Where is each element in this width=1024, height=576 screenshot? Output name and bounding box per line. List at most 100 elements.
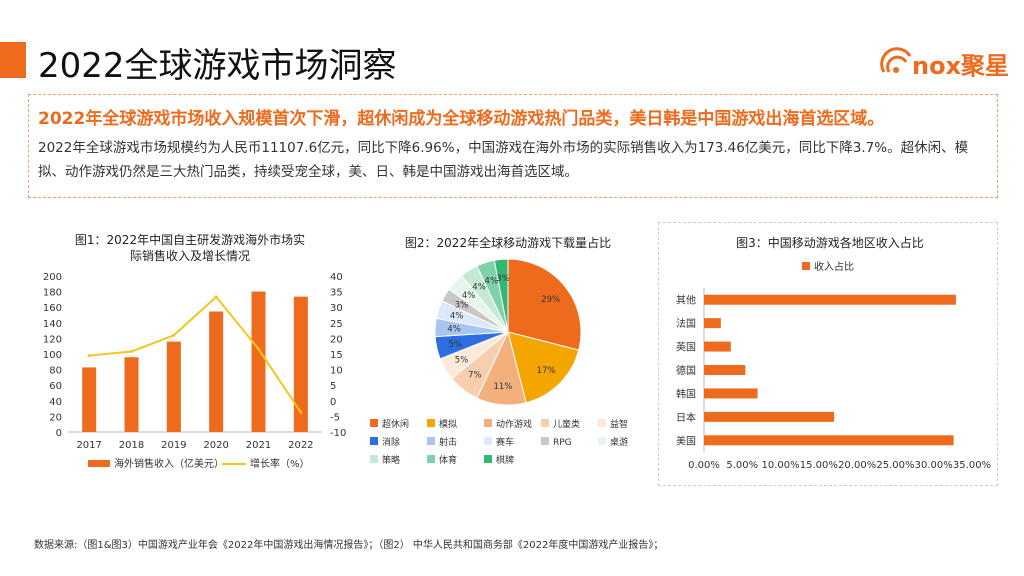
y-tick-label: 其他 — [676, 294, 696, 307]
pie-slice-label: 4% — [462, 291, 476, 301]
legend-label-bars: 海外销售收入（亿美元） — [114, 457, 224, 470]
legend-label: 桌游 — [610, 436, 628, 448]
legend-swatch-bars — [88, 460, 110, 467]
legend-label: 棋牌 — [496, 454, 514, 466]
page-title: 2022全球游戏市场洞察 — [38, 46, 397, 86]
y-tick-label: 日本 — [676, 411, 696, 424]
x-tick-label: 2019 — [161, 440, 186, 451]
y-right-tick-label: 25 — [330, 319, 343, 330]
hbar — [704, 365, 746, 375]
x-tick-label: 2017 — [76, 440, 101, 451]
chart3-title: 图3：中国移动游戏各地区收入占比 — [736, 236, 924, 250]
y-right-tick-label: 5 — [330, 381, 336, 392]
y-left-tick-label: 140 — [43, 319, 62, 330]
legend-swatch — [541, 419, 549, 427]
legend-swatch — [427, 437, 435, 445]
logo-wordmark: nox聚星 — [912, 52, 1010, 80]
x-tick-label: 2018 — [119, 440, 144, 451]
x-tick-label: 0.00% — [688, 460, 720, 471]
legend-swatch — [370, 437, 378, 445]
legend-swatch — [370, 455, 378, 463]
pie-slice-label: 4% — [472, 282, 486, 292]
y-left-tick-label: 100 — [43, 350, 62, 361]
y-right-tick-label: 40 — [330, 272, 343, 283]
y-tick-label: 韩国 — [676, 387, 696, 400]
x-tick-label: 2021 — [246, 440, 271, 451]
growth-point — [214, 295, 218, 299]
legend-label: 体育 — [439, 454, 457, 466]
chart3-hbar-chart: 收入占比 0.00% 5.00% 10.00% 15.00% 20.00% 25.00% 30… — [676, 260, 991, 471]
chart1-title-line1: 图1：2022年中国自主研发游戏海外市场实 — [74, 233, 306, 247]
hbar — [704, 411, 835, 422]
chart1-title-line2: 际销售收入及增长情况 — [129, 249, 250, 263]
chart2-pie-chart: 29%17%11%7%5%5%4%4%3%4%4%4%3%超休闲 模拟 动作游戏 儿童… — [370, 258, 628, 466]
pie-slice-label: 3% — [496, 274, 510, 284]
pie-slice — [493, 258, 509, 333]
legend-label: 儿童类 — [553, 418, 580, 430]
legend-swatch — [802, 262, 810, 270]
legend-label: 射击 — [439, 436, 457, 448]
chart1-combo-chart: 0 20 40 60 80 100 120 140 160 180 200 -10 -5 0 5 10 15 20… — [43, 272, 346, 470]
legend-label-line: 增长率（%） — [250, 457, 310, 470]
x-tick-label: 30.00% — [915, 460, 953, 471]
x-tick-label: 20.00% — [838, 460, 876, 471]
bar — [82, 367, 97, 432]
y-right-tick-label: 35 — [330, 288, 343, 299]
x-tick-label: 25.00% — [876, 460, 914, 471]
pie-slice — [507, 258, 582, 351]
legend-label: 策略 — [382, 454, 400, 466]
headline: 2022年全球游戏市场收入规模首次下滑，超休闲成为全球移动游戏热门品类，美日韩是… — [38, 109, 885, 129]
y-left-tick-label: 160 — [43, 303, 62, 314]
growth-point — [299, 410, 303, 414]
chart3-panel — [658, 222, 998, 486]
bar — [293, 296, 308, 432]
y-left-tick-label: 200 — [43, 272, 62, 283]
y-tick-label: 德国 — [676, 364, 696, 377]
y-right-tick-label: -5 — [330, 412, 340, 423]
hbar — [704, 341, 731, 352]
pie-slice-label: 4% — [450, 311, 464, 321]
pie-slice-label: 5% — [455, 355, 469, 365]
legend-label: 消除 — [382, 436, 400, 448]
nox-logo — [880, 47, 912, 73]
y-left-tick-label: 60 — [49, 381, 62, 392]
pie-slice-label: 5% — [449, 340, 463, 350]
y-left-tick-label: 120 — [43, 334, 62, 345]
chart1-title: 图1：2022年中国自主研发游戏海外市场实 际销售收入及增长情况 — [50, 232, 330, 264]
legend-swatch — [484, 419, 492, 427]
x-tick-label: 2022 — [288, 440, 313, 451]
y-right-tick-label: 10 — [330, 366, 343, 377]
legend-label: 收入占比 — [814, 260, 854, 273]
y-left-tick-label: 180 — [43, 288, 62, 299]
pie-slice-label: 3% — [455, 301, 469, 311]
growth-point — [172, 333, 176, 337]
y-right-tick-label: 20 — [330, 334, 343, 345]
chart2-title: 图2：2022年全球移动游戏下载量占比 — [404, 236, 612, 250]
y-right-tick-label: 15 — [330, 350, 343, 361]
legend-swatch — [370, 419, 378, 427]
y-tick-label: 法国 — [676, 317, 696, 330]
y-right-tick-label: -10 — [330, 428, 346, 439]
pie-slice-label: 29% — [541, 295, 560, 305]
pie-slice-label: 4% — [447, 325, 461, 335]
legend-swatch — [484, 455, 492, 463]
bar — [251, 291, 266, 432]
hbar — [704, 294, 956, 305]
y-left-tick-label: 0 — [56, 428, 62, 439]
pie-slice-label: 17% — [537, 366, 556, 376]
legend-swatch — [598, 419, 606, 427]
legend-label: RPG — [553, 438, 572, 448]
pie-slice-label: 11% — [493, 382, 512, 392]
pie-slice — [507, 331, 580, 404]
y-right-tick-label: 30 — [330, 303, 343, 314]
y-right-tick-label: 0 — [330, 397, 336, 408]
legend-label: 益智 — [610, 418, 628, 430]
x-tick-label: 15.00% — [800, 460, 838, 471]
legend-swatch — [598, 437, 606, 445]
y-left-tick-label: 20 — [49, 412, 62, 423]
x-tick-label: 2020 — [203, 440, 228, 451]
title-accent-bar — [0, 42, 26, 78]
legend-swatch — [484, 437, 492, 445]
legend-swatch — [427, 419, 435, 427]
bar — [124, 357, 139, 432]
